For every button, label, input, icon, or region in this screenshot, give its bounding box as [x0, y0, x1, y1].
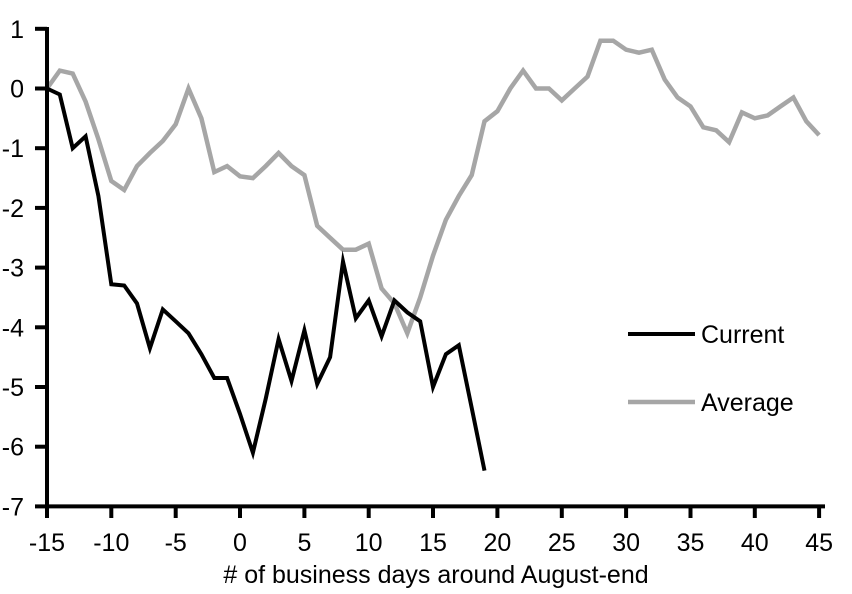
y-tick-label: -4: [2, 314, 24, 342]
x-tick-label: 25: [548, 529, 576, 557]
x-tick-label: 40: [741, 529, 769, 557]
x-tick-label: 20: [483, 529, 511, 557]
y-tick-label: -1: [2, 135, 24, 163]
y-axis-ticks: 1 0 -1 -2 -3 -4 -5 -6 -7: [2, 16, 47, 521]
series-average-line: [45, 38, 821, 340]
x-tick-label: -10: [93, 529, 129, 557]
x-tick-label: 10: [355, 529, 383, 557]
series-current-line: [46, 86, 487, 472]
x-tick-label: 0: [233, 529, 247, 557]
legend-current-label: Current: [701, 321, 784, 349]
x-axis-title: # of business days around August-end: [223, 561, 648, 589]
x-tick-label: -5: [165, 529, 187, 557]
x-tick-label: 35: [677, 529, 705, 557]
legend: Current Average: [628, 321, 794, 417]
series-group: [45, 38, 821, 472]
legend-average-label: Average: [701, 389, 794, 417]
x-tick-label: 45: [805, 529, 833, 557]
y-tick-label: -5: [2, 374, 24, 402]
x-axis-ticks: -15 -10 -5 0 5 10 15 20 25 30 35 40 45: [29, 506, 833, 557]
y-tick-label: -7: [2, 493, 24, 521]
y-tick-label: -3: [2, 255, 24, 283]
x-tick-label: 15: [419, 529, 447, 557]
y-tick-label: -2: [2, 195, 24, 223]
y-tick-label: 0: [10, 76, 24, 104]
x-tick-label: 30: [612, 529, 640, 557]
x-tick-label: -15: [29, 529, 65, 557]
x-tick-label: 5: [297, 529, 311, 557]
y-tick-label: -6: [2, 434, 24, 462]
y-tick-label: 1: [10, 16, 24, 44]
